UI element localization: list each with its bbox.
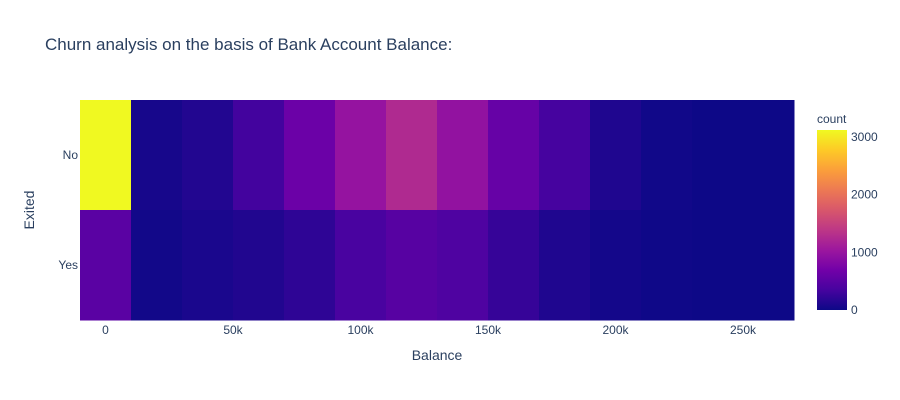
heatmap-cell: [692, 210, 744, 321]
colorbar-title: count: [817, 112, 847, 126]
y-axis-ticks: No Yes: [58, 148, 78, 272]
x-tick-label: 200k: [602, 323, 629, 337]
colorbar-tick-label: 1000: [851, 245, 878, 259]
colorbar-tick-label: 3000: [851, 130, 878, 144]
colorbar-tick-label: 2000: [851, 188, 878, 202]
heatmap-cell: [437, 210, 489, 321]
y-tick-label: No: [63, 148, 79, 162]
heatmap-cell: [743, 210, 795, 321]
y-axis-title: Exited: [21, 191, 37, 230]
heatmap-cell: [743, 100, 795, 211]
x-axis-title: Balance: [412, 347, 463, 363]
heatmap-cell: [182, 100, 234, 211]
heatmap-cell: [233, 100, 285, 211]
colorbar: count 0 1000 2000 3000: [817, 112, 878, 317]
x-tick-label: 100k: [347, 323, 374, 337]
heatmap-cell: [284, 210, 336, 321]
heatmap-cells: [80, 100, 795, 321]
heatmap-cell: [233, 210, 285, 321]
heatmap-cell: [641, 210, 693, 321]
heatmap-cell: [386, 210, 438, 321]
heatmap-cell: [80, 100, 132, 211]
x-tick-label: 0: [102, 323, 109, 337]
x-tick-label: 150k: [475, 323, 502, 337]
heatmap-cell: [590, 210, 642, 321]
heatmap-cell: [539, 210, 591, 321]
heatmap-cell: [488, 100, 540, 211]
x-tick-label: 250k: [730, 323, 757, 337]
heatmap-cell: [335, 210, 387, 321]
colorbar-tick-label: 0: [851, 303, 858, 317]
x-axis-ticks: 0 50k 100k 150k 200k 250k: [102, 323, 757, 337]
colorbar-gradient: [817, 130, 847, 310]
heatmap-cell: [80, 210, 132, 321]
heatmap-cell: [590, 100, 642, 211]
heatmap-cell: [182, 210, 234, 321]
colorbar-ticks: 0 1000 2000 3000: [851, 130, 878, 317]
heatmap-cell: [692, 100, 744, 211]
heatmap-cell: [131, 210, 183, 321]
heatmap-cell: [488, 210, 540, 321]
heatmap-cell: [641, 100, 693, 211]
heatmap-cell: [284, 100, 336, 211]
heatmap-cell: [386, 100, 438, 211]
heatmap-cell: [131, 100, 183, 211]
chart-title: Churn analysis on the basis of Bank Acco…: [45, 35, 452, 54]
y-tick-label: Yes: [58, 258, 78, 272]
heatmap-cell: [335, 100, 387, 211]
heatmap-cell: [539, 100, 591, 211]
heatmap-cell: [437, 100, 489, 211]
x-tick-label: 50k: [223, 323, 243, 337]
